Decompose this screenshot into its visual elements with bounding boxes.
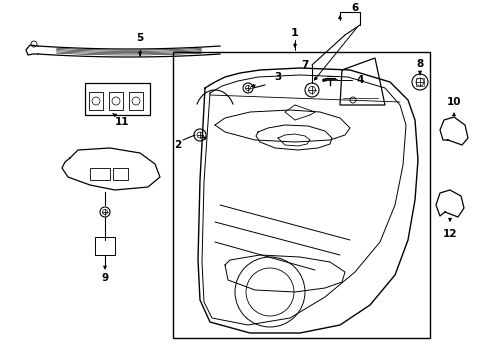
Text: 11: 11	[115, 117, 129, 127]
Bar	[129, 92, 142, 110]
Bar	[95, 237, 115, 255]
Polygon shape	[62, 148, 160, 190]
Bar	[415, 78, 423, 86]
Bar	[85, 83, 150, 115]
Bar	[90, 168, 110, 180]
Bar	[109, 92, 123, 110]
Text: 12: 12	[442, 229, 456, 239]
Text: 9: 9	[101, 273, 108, 283]
Text: 3: 3	[274, 72, 281, 82]
Polygon shape	[435, 190, 463, 217]
Text: 5: 5	[136, 33, 143, 43]
Text: 4: 4	[356, 75, 363, 85]
Text: 6: 6	[351, 3, 358, 13]
Text: 8: 8	[415, 59, 423, 69]
Bar	[173, 52, 429, 338]
Text: 1: 1	[290, 28, 298, 38]
Text: 7: 7	[301, 60, 308, 70]
Bar	[113, 168, 128, 180]
Bar	[89, 92, 103, 110]
Text: 2: 2	[174, 140, 181, 150]
Text: 10: 10	[446, 97, 460, 107]
Polygon shape	[439, 117, 467, 145]
